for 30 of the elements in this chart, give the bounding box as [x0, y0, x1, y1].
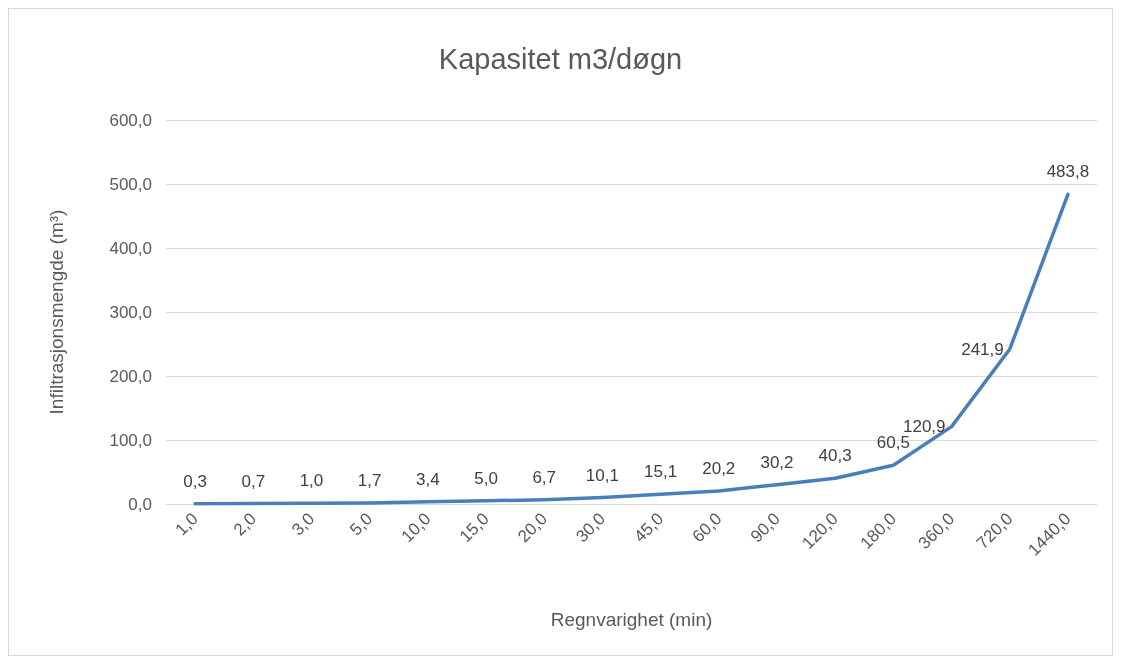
data-label: 40,3 — [818, 446, 852, 466]
y-tick-label: 100,0 — [109, 430, 152, 450]
data-label: 3,4 — [416, 469, 440, 489]
data-label: 0,3 — [183, 471, 207, 491]
data-label: 483,8 — [1046, 162, 1090, 182]
x-tick-label: 1,0 — [171, 509, 202, 540]
data-label: 0,7 — [241, 471, 266, 491]
x-tick-label: 3,0 — [288, 509, 319, 540]
x-tick-label: 60,0 — [688, 509, 726, 547]
y-tick-label: 300,0 — [109, 302, 152, 322]
y-axis-title: Infiltrasjonsmengde (m³) — [46, 209, 67, 415]
chart-title: Kapasitet m3/døgn — [438, 42, 683, 75]
y-tick-label: 200,0 — [109, 366, 152, 386]
data-label: 20,2 — [702, 459, 736, 479]
data-label: 241,9 — [961, 339, 1004, 359]
y-tick-label: 500,0 — [109, 174, 152, 194]
data-label: 15,1 — [644, 462, 678, 482]
data-label: 10,1 — [585, 465, 619, 485]
x-tick-label: 2,0 — [229, 509, 260, 540]
data-label: 1,7 — [357, 470, 382, 490]
y-tick-label: 0,0 — [128, 494, 152, 514]
x-axis-title: Regnvarighet (min) — [550, 609, 713, 630]
data-label: 5,0 — [474, 468, 498, 488]
data-label: 30,2 — [760, 452, 794, 472]
data-label: 1,0 — [299, 471, 324, 491]
y-tick-label: 600,0 — [109, 110, 152, 130]
y-tick-label: 400,0 — [109, 238, 152, 258]
x-tick-label: 5,0 — [346, 509, 377, 540]
data-label: 6,7 — [532, 467, 557, 487]
x-tick-label: 45,0 — [630, 509, 668, 547]
